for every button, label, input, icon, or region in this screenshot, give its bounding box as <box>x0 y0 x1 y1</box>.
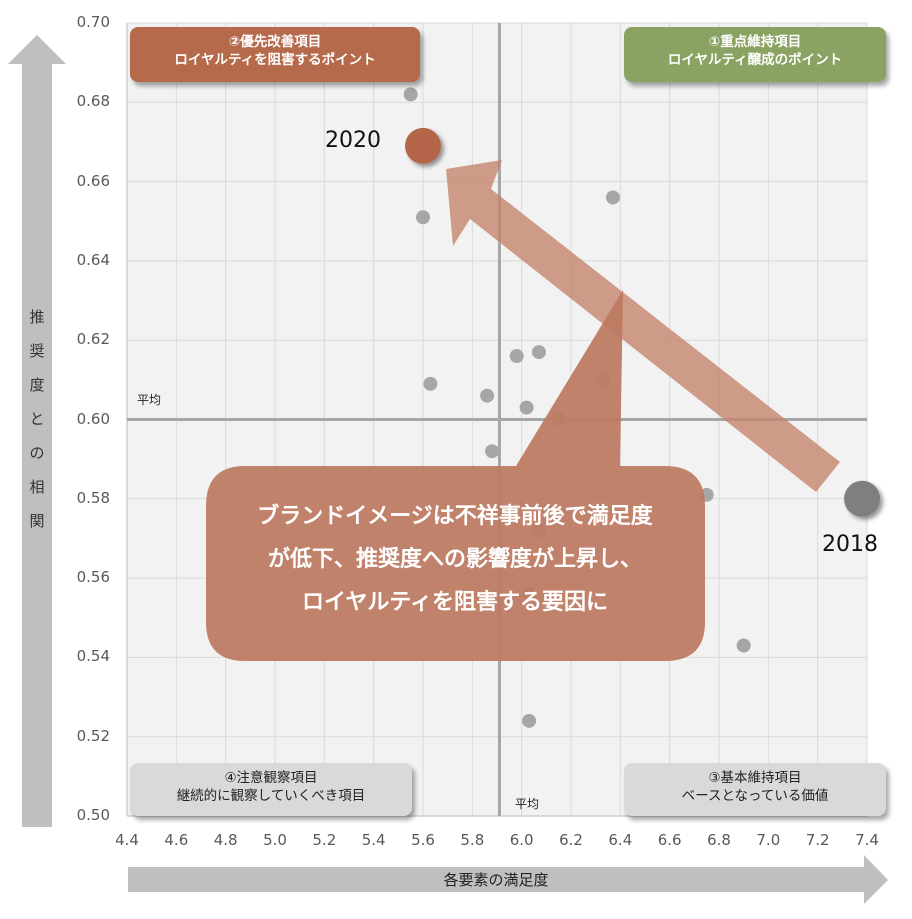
y-axis-title-char: 関 <box>29 512 45 530</box>
callout-text: ブランドイメージは不祥事前後で満足度 が低下、推奨度への影響度が上昇し、 ロイヤ… <box>205 495 705 624</box>
x-tick-label: 7.2 <box>805 831 830 849</box>
quadrant-subtitle: ロイヤルティ醸成のポイント <box>667 52 843 68</box>
y-tick-label: 0.54 <box>76 647 110 666</box>
quadrant-label-watch: ④注意観察項目 継続的に観察していくべき項目 <box>130 763 412 816</box>
y-axis-title-char: 奨 <box>29 342 45 360</box>
average-line-label-vertical: 平均 <box>515 797 540 811</box>
x-tick-label: 6.2 <box>559 831 583 849</box>
y-axis-title-char: と <box>29 410 45 428</box>
x-tick-label: 5.8 <box>460 831 485 849</box>
y-axis-title-char: 推 <box>29 308 45 326</box>
callout-bubble <box>206 290 705 661</box>
quadrant-label-basic-maintain: ③基本維持項目 ベースとなっている価値 <box>624 763 886 816</box>
x-tick-label: 6.4 <box>608 831 633 849</box>
quadrant-label-priority-improve: ②優先改善項目 ロイヤルティを阻害するポイント <box>130 27 420 82</box>
average-line-label-horizontal: 平均 <box>137 393 162 407</box>
quadrant-subtitle: ロイヤルティを阻害するポイント <box>174 52 376 68</box>
y-axis-title-char: の <box>29 444 45 462</box>
x-tick-label: 5.0 <box>263 831 287 849</box>
year-label-2018: 2018 <box>822 532 878 557</box>
x-tick-label: 6.6 <box>657 831 682 849</box>
y-tick-label: 0.70 <box>76 13 110 31</box>
x-tick-label: 5.6 <box>411 831 435 849</box>
trend-arrow-icon <box>446 160 840 492</box>
x-tick-label: 5.2 <box>312 831 337 849</box>
y-tick-label: 0.64 <box>76 250 110 269</box>
y-tick-label: 0.56 <box>76 568 110 587</box>
callout-line-3: ロイヤルティを阻害する要因に <box>301 590 609 615</box>
y-tick-label: 0.50 <box>76 806 110 824</box>
quadrant-subtitle: ベースとなっている価値 <box>681 788 829 804</box>
x-tick-label: 7.0 <box>756 831 781 849</box>
quadrant-subtitle: 継続的に観察していくべき項目 <box>176 788 366 804</box>
y-axis-title-char: 度 <box>29 376 45 394</box>
x-axis-arrow-icon <box>128 855 888 904</box>
y-tick-label: 0.58 <box>76 488 110 507</box>
callout-line-2: が低下、推奨度への影響度が上昇し、 <box>267 547 642 572</box>
y-axis-arrow-icon <box>8 35 66 827</box>
quadrant-title: ②優先改善項目 <box>228 34 322 50</box>
x-tick-label: 7.4 <box>855 831 879 849</box>
callout-line-1: ブランドイメージは不祥事前後で満足度 <box>257 504 653 529</box>
y-tick-label: 0.62 <box>76 330 110 349</box>
x-tick-label: 6.0 <box>509 831 534 849</box>
x-tick-label: 4.4 <box>115 831 139 849</box>
y-axis-title: 推奨度との相関 <box>22 300 52 538</box>
year-label-2020: 2020 <box>325 128 381 153</box>
x-tick-label: 4.6 <box>164 831 189 849</box>
y-tick-label: 0.68 <box>76 92 110 111</box>
y-tick-label: 0.60 <box>76 409 110 428</box>
x-tick-label: 4.8 <box>213 831 238 849</box>
quadrant-label-key-maintain: ①重点維持項目 ロイヤルティ醸成のポイント <box>624 27 886 82</box>
y-tick-label: 0.66 <box>76 171 110 190</box>
x-axis-title: 各要素の満足度 <box>443 871 549 889</box>
y-axis-title-char: 相 <box>29 478 45 496</box>
quadrant-title: ④注意観察項目 <box>224 770 318 786</box>
quadrant-title: ③基本維持項目 <box>708 770 802 786</box>
y-tick-label: 0.52 <box>76 726 110 745</box>
x-tick-label: 6.8 <box>707 831 731 849</box>
x-tick-label: 5.4 <box>361 831 386 849</box>
quadrant-title: ①重点維持項目 <box>708 34 802 50</box>
